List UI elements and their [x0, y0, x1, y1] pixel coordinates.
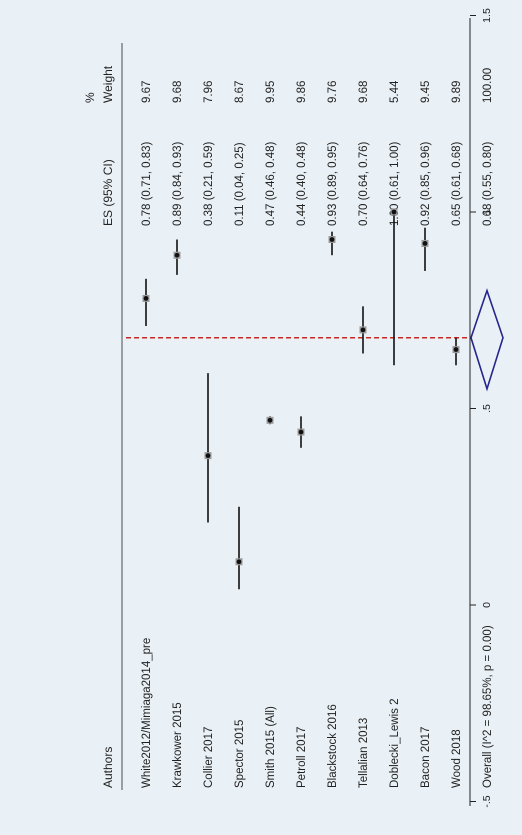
study-name: Spector 2015 [234, 720, 246, 788]
study-name: Doblecki_Lewis 2 [389, 699, 401, 789]
forest-plot: Authors ES (95% CI)% Weight -.5 0 .5 1 1.5 White… [83, 8, 504, 808]
x-tick-label: 0 [481, 602, 493, 608]
study-row: Smith 2015 (All) 0.47 (0.46, 0.48) 9.95 [265, 81, 277, 788]
study-weight-text: 8.67 [234, 81, 246, 103]
study-name: Krawkower 2015 [172, 702, 184, 788]
study-point [143, 296, 149, 301]
study-rows: White2012/Mimiaga2014_pre 0.78 (0.71, 0.8… [141, 80, 463, 788]
header-effect: ES (95% CI) [101, 159, 115, 226]
overall-weight-text: 100.00 [482, 68, 494, 103]
study-weight-text: 5.44 [389, 80, 401, 103]
study-point [174, 252, 180, 258]
study-ci-text: 1.00 (0.61, 1.00) [389, 141, 401, 226]
study-point [453, 347, 459, 352]
overall-ci-text: 0.68 (0.55, 0.80) [482, 141, 494, 226]
study-ci-text: 0.11 (0.04, 0.25) [234, 142, 246, 226]
study-weight-text: 9.86 [296, 81, 308, 103]
study-weight-text: 9.68 [172, 81, 184, 103]
study-ci-text: 0.70 (0.64, 0.76) [358, 141, 370, 226]
overall-diamond [470, 288, 504, 392]
study-name: Tellalian 2013 [358, 718, 370, 788]
study-name: Wood 2018 [451, 729, 463, 788]
study-name: Petroll 2017 [296, 727, 308, 788]
study-name: Smith 2015 (All) [265, 706, 277, 788]
study-weight-text: 9.68 [358, 81, 370, 103]
study-weight-text: 9.89 [451, 81, 463, 103]
study-row: Tellalian 2013 0.70 (0.64, 0.76) 9.68 [358, 81, 370, 788]
study-ci-text: 0.65 (0.61, 0.68) [451, 141, 463, 226]
study-name: White2012/Mimiaga2014_pre [141, 638, 153, 788]
study-ci-text: 0.93 (0.89, 0.95) [327, 141, 339, 226]
study-weight-text: 9.76 [327, 81, 339, 103]
study-weight-text: 7.96 [203, 81, 215, 103]
study-point [391, 209, 397, 215]
header-weight-percent: % [83, 92, 97, 103]
study-weight-text: 9.67 [141, 81, 153, 103]
study-ci-text: 0.44 (0.40, 0.48) [296, 141, 308, 226]
study-ci-text: 0.78 (0.71, 0.83) [141, 141, 153, 226]
study-point [236, 559, 242, 565]
study-name: Blackstock 2016 [327, 704, 339, 788]
study-row: Doblecki_Lewis 2 1.00 (0.61, 1.00) 5.44 [389, 80, 401, 788]
study-row: Petroll 2017 0.44 (0.40, 0.48) 9.86 [296, 81, 308, 788]
study-name: Collier 2017 [203, 727, 215, 788]
x-axis-ticks: -.5 0 .5 1 1.5 [470, 8, 493, 808]
study-point [205, 453, 211, 459]
x-tick-label: 1 [481, 209, 493, 215]
study-row: Krawkower 2015 0.89 (0.84, 0.93) 9.68 [172, 81, 184, 788]
study-ci-text: 0.47 (0.46, 0.48) [265, 141, 277, 226]
study-point [329, 237, 335, 242]
plot-frame: Authors ES (95% CI)% Weight -.5 0 .5 1 1.5 White… [8, 8, 514, 827]
study-point [422, 241, 428, 246]
study-row: Bacon 2017 0.92 (0.85, 0.96) 9.45 [420, 81, 432, 788]
study-point [360, 327, 366, 333]
study-ci-text: 0.92 (0.85, 0.96) [420, 141, 432, 226]
study-ci-text: 0.89 (0.84, 0.93) [172, 141, 184, 226]
x-tick-label: -.5 [481, 795, 493, 807]
study-ci-text: 0.38 (0.21, 0.59) [203, 141, 215, 226]
header-authors: Authors [101, 747, 115, 788]
study-row: Wood 2018 0.65 (0.61, 0.68) 9.89 [451, 81, 463, 788]
x-tick-label: 1.5 [481, 8, 493, 23]
study-row: Spector 2015 0.11 (0.04, 0.25) 8.67 [234, 81, 246, 788]
study-weight-text: 9.95 [265, 81, 277, 103]
study-row: White2012/Mimiaga2014_pre 0.78 (0.71, 0.8… [141, 81, 153, 788]
study-point [298, 429, 304, 435]
study-point [267, 417, 273, 423]
study-row: Collier 2017 0.38 (0.21, 0.59) 7.96 [203, 81, 215, 788]
study-name: Bacon 2017 [420, 727, 432, 788]
study-row: Blackstock 2016 0.93 (0.89, 0.95) 9.76 [327, 81, 339, 788]
x-tick-label: .5 [481, 404, 493, 413]
overall-label: Overall (I^2 = 98.65%, p = 0.00) [482, 625, 494, 788]
header-weight: Weight [101, 65, 115, 103]
study-weight-text: 9.45 [420, 81, 432, 103]
